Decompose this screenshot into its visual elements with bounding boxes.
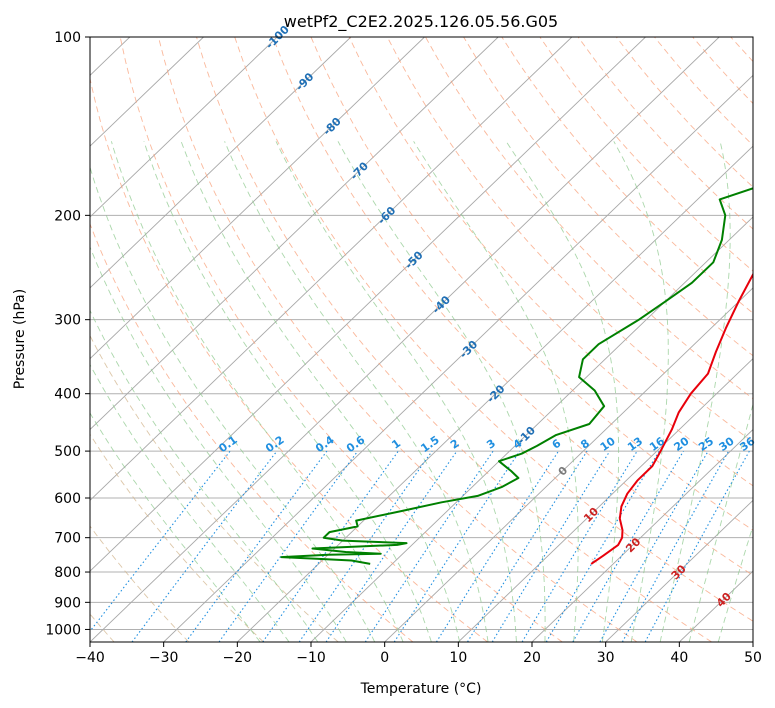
x-tick-label: −10 [296,650,326,666]
dry-adiabat-line [348,37,753,487]
moist-adiabat-line [413,141,579,642]
y-tick-label: 400 [54,387,81,403]
isotherm-line [0,37,56,642]
x-tick-label: 20 [523,650,541,666]
moist-adiabat-line [90,165,376,642]
dewpoint-profile-line [280,187,753,565]
isotherm-line [90,37,499,431]
temperature-profile-line [590,272,753,565]
moist-adiabat-line [90,309,319,642]
moist-adiabat-line [688,402,753,642]
dry-adiabat-line [769,37,775,642]
moist-adiabat-line [717,524,753,642]
moist-adiabat-line [337,141,546,642]
x-axis-label: Temperature (°C) [360,681,482,697]
moist-adiabat-line [613,141,669,642]
y-tick-label: 200 [54,208,81,224]
mixing-ratio-line [435,450,559,642]
moist-adiabat-line [90,412,261,642]
axes: −40 −30 −20 −10 0 10 20 30 40 50 100 200 300 400 500 60… [45,30,762,666]
isotherm-line [90,37,425,360]
moist-adiabat-line [90,245,347,642]
y-axis-label: Pressure (hPa) [12,289,28,389]
mixing-ratio-line [491,450,611,642]
x-tick-label: 50 [744,650,762,666]
isotherm-line [90,37,646,572]
moist-adiabat-line [180,141,461,642]
dry-adiabat-line [90,334,339,642]
x-tick-label: 30 [597,650,615,666]
x-tick-label: 0 [380,650,389,666]
mixing-ratio-line [298,450,433,642]
y-tick-label: 300 [54,313,81,329]
moist-adiabat-line [143,141,432,642]
y-tick-label: 600 [54,491,81,507]
plot-frame [89,36,754,643]
isotherm-line [90,37,352,289]
mixing-ratio-line [218,450,359,642]
moist-adiabat-line [90,363,290,642]
isotherm-line [90,37,204,147]
moist-adiabat-line [110,141,404,642]
mixing-ratio-line [621,450,730,642]
y-tick-label: 900 [54,595,81,611]
moist-adiabat-line [659,141,731,642]
isotherm-line [531,428,753,642]
profile-lines [280,187,753,565]
mixing-ratio-line [599,450,709,642]
isotherm-line [90,37,573,501]
chart-title: wetPf2_C2E2.2025.126.05.56.G05 [284,12,558,32]
mixing-ratio-line [262,450,399,642]
x-tick-label: −30 [149,650,179,666]
isotherm-line [90,37,720,642]
mixing-ratio-line [393,450,521,642]
moist-adiabat-line [224,141,489,642]
y-tick-label: 500 [54,444,81,460]
mixing-ratio-line [325,450,458,642]
dry-adiabat-line [90,76,488,642]
isotherm-line [384,287,753,642]
isotherm-line [752,641,753,642]
dry-adiabat-line [90,222,414,642]
y-tick-label: 1000 [45,622,81,638]
y-tick-label: 700 [54,531,81,547]
moist-adiabat-line [275,141,517,642]
moist-adiabat-line [505,141,620,642]
y-tick-label: 800 [54,565,81,581]
x-tick-label: −40 [75,650,105,666]
isotherm-line [458,358,753,642]
x-tick-label: −20 [223,650,253,666]
isotherm-line [163,74,753,642]
mixing-ratio-line [644,450,750,642]
x-tick-label: 40 [670,650,688,666]
isotherm-line [605,499,753,642]
plot-background [90,37,753,642]
isotherm-line [90,37,278,218]
mixing-ratio-line [131,450,278,642]
mixing-ratio-line [185,450,328,642]
mixing-ratio-line [364,450,494,642]
x-tick-label: 10 [449,650,467,666]
dry-adiabat-line [119,37,563,642]
background-lines [0,37,775,642]
dry-adiabat-line [386,37,753,443]
y-tick-label: 100 [54,30,81,46]
